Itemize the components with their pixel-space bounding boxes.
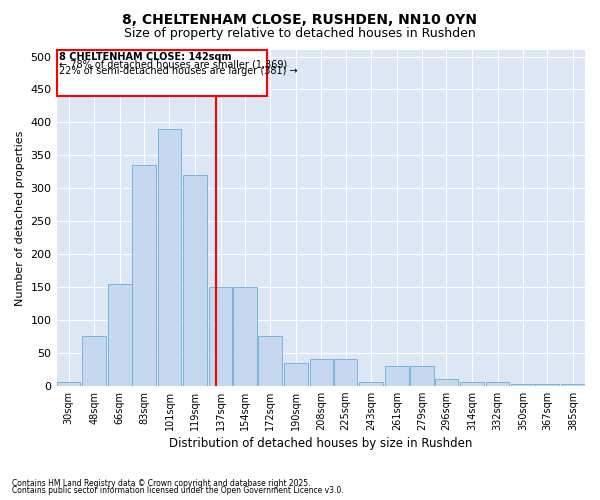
Bar <box>284 362 308 386</box>
Bar <box>535 384 559 386</box>
Text: Contains public sector information licensed under the Open Government Licence v3: Contains public sector information licen… <box>12 486 344 495</box>
Bar <box>108 284 131 386</box>
Bar <box>209 287 232 386</box>
Text: Size of property relative to detached houses in Rushden: Size of property relative to detached ho… <box>124 28 476 40</box>
Bar <box>158 129 181 386</box>
Bar <box>359 382 383 386</box>
Bar <box>460 382 484 386</box>
Bar <box>334 360 358 386</box>
Bar <box>259 336 282 386</box>
Bar <box>57 50 267 96</box>
Y-axis label: Number of detached properties: Number of detached properties <box>15 130 25 306</box>
Bar <box>132 165 156 386</box>
Bar <box>486 382 509 386</box>
Bar <box>82 336 106 386</box>
Bar <box>233 287 257 386</box>
Text: Contains HM Land Registry data © Crown copyright and database right 2025.: Contains HM Land Registry data © Crown c… <box>12 478 311 488</box>
Text: 22% of semi-detached houses are larger (381) →: 22% of semi-detached houses are larger (… <box>59 66 298 76</box>
Text: 8, CHELTENHAM CLOSE, RUSHDEN, NN10 0YN: 8, CHELTENHAM CLOSE, RUSHDEN, NN10 0YN <box>122 12 478 26</box>
Bar <box>561 384 585 386</box>
Bar <box>511 384 535 386</box>
Text: ← 78% of detached houses are smaller (1,369): ← 78% of detached houses are smaller (1,… <box>59 59 287 69</box>
Bar <box>310 360 334 386</box>
Bar <box>183 175 207 386</box>
X-axis label: Distribution of detached houses by size in Rushden: Distribution of detached houses by size … <box>169 437 472 450</box>
Bar <box>410 366 434 386</box>
Bar <box>434 379 458 386</box>
Text: 8 CHELTENHAM CLOSE: 142sqm: 8 CHELTENHAM CLOSE: 142sqm <box>59 52 232 62</box>
Bar <box>385 366 409 386</box>
Bar <box>57 382 80 386</box>
